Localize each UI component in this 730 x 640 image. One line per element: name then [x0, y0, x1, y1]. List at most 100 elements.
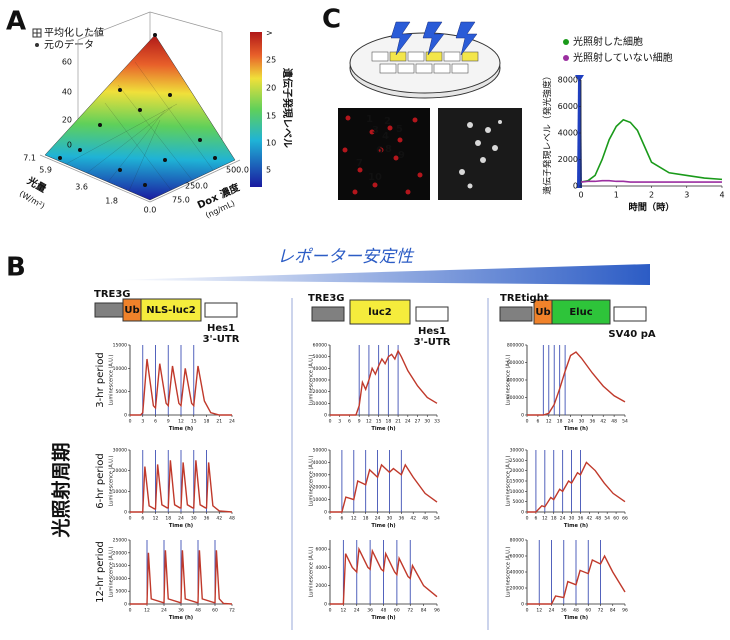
- x-tick-label: 6: [141, 516, 144, 522]
- y-tick-label: 0: [521, 510, 524, 516]
- y-tick-label: 15000: [510, 479, 524, 485]
- x-tick-label: 30: [579, 419, 585, 425]
- x-tick-label: 0: [329, 516, 332, 522]
- data-line: [330, 349, 438, 416]
- light-bolt: [390, 21, 478, 56]
- panel-letter: A: [6, 7, 26, 37]
- cell-label: 1: [366, 114, 373, 125]
- y-tick-label: 8000: [558, 76, 578, 85]
- x-tick-label: 12: [536, 608, 542, 614]
- section-title: レポーター安定性: [277, 247, 415, 267]
- gene-box: [349, 299, 411, 325]
- y-tick-label: 4000: [316, 565, 328, 571]
- cell-dots: [342, 115, 423, 195]
- data-line: [130, 358, 232, 416]
- y-axis-title: 遺伝子発現レベル（発光強度）: [541, 71, 553, 194]
- x-tick-label: 12: [366, 419, 372, 425]
- gene-box: [140, 298, 202, 322]
- x-tick-label: 12: [546, 419, 552, 425]
- legend-text: 光照射していない細胞: [573, 51, 673, 64]
- y-axis-title: Luminescence (A.U.): [506, 355, 512, 406]
- cell-label: 7: [356, 158, 363, 169]
- z-tick: 0: [67, 141, 72, 150]
- x-tick-label: 30: [387, 516, 393, 522]
- x-tick-label: 36: [178, 608, 184, 614]
- x-tick-label: 9: [358, 419, 361, 425]
- x-tick-label: 9: [167, 419, 170, 425]
- cell-label: 6: [376, 145, 383, 156]
- x-tick-label: 3: [684, 191, 689, 200]
- cell-label: 3: [372, 125, 379, 136]
- x-axis-title: Time (h): [371, 615, 395, 621]
- gene-box: [551, 299, 611, 325]
- y-axis-title: Luminescence (A.U.): [506, 456, 512, 507]
- x-tick-label: 60: [212, 608, 218, 614]
- x-tick-label: 6: [348, 419, 351, 425]
- x-tick-label: 15: [191, 419, 197, 425]
- row-label: 12-hr period: [95, 541, 106, 603]
- x-tick-label: 18: [204, 419, 210, 425]
- x-tick-label: 54: [622, 419, 628, 425]
- y-tick-label: 20000: [113, 468, 127, 474]
- x-axis-title: Time (h): [169, 426, 193, 432]
- z-tick: 60: [62, 58, 72, 67]
- x-tick-label: 12: [178, 419, 184, 425]
- y-tick-label: 4000: [558, 129, 578, 138]
- x-tick-label: 48: [229, 516, 235, 522]
- light-tick: 1.8: [105, 197, 118, 206]
- y-tick-label: 0: [521, 602, 524, 608]
- y-tick-label: 40000: [313, 460, 327, 466]
- x-tick-label: 6: [340, 516, 343, 522]
- x-tick-label: 12: [542, 516, 548, 522]
- y-tick-label: 50000: [313, 354, 327, 360]
- x-tick-label: 4: [719, 191, 724, 200]
- x-tick-label: 24: [354, 608, 360, 614]
- data-line: [527, 351, 626, 416]
- cell-label: 8: [385, 144, 392, 155]
- x-tick-label: 12: [144, 608, 150, 614]
- x-tick-label: 84: [421, 608, 427, 614]
- x-tick-label: 42: [216, 516, 222, 522]
- data-line: [330, 463, 438, 513]
- cell-label: 10: [368, 172, 382, 183]
- x-axis-title: Time (h): [169, 615, 193, 621]
- construct-text: Hes1: [418, 326, 446, 337]
- x-tick-label: 18: [557, 419, 563, 425]
- y-tick-label: 200000: [507, 395, 524, 401]
- x-tick-label: 48: [381, 608, 387, 614]
- micro-image: [438, 108, 522, 200]
- x-tick-label: 3: [338, 419, 341, 425]
- construct-text: TRE3G: [94, 289, 131, 300]
- light-tick: 7.1: [23, 154, 36, 163]
- y-tick-label: 10000: [510, 489, 524, 495]
- x-tick-label: 36: [398, 516, 404, 522]
- light-tick: 3.6: [75, 183, 88, 192]
- data-line: [580, 118, 723, 183]
- x-tick-label: 66: [622, 516, 628, 522]
- x-tick-label: 6: [536, 419, 539, 425]
- y-tick-label: 0: [124, 602, 127, 608]
- x-tick-label: 36: [204, 516, 210, 522]
- y-tick-label: 5000: [116, 589, 128, 595]
- x-tick-label: 48: [195, 608, 201, 614]
- x-tick-label: 21: [395, 419, 401, 425]
- x-tick-label: 0: [578, 191, 583, 200]
- data-line: [130, 550, 233, 605]
- promoter-box: [94, 302, 124, 318]
- panel-letter: B: [6, 253, 26, 283]
- y-tick-label: 10000: [113, 489, 127, 495]
- x-axis-title: Time (h): [564, 426, 588, 432]
- dox-tick: 250.0: [185, 182, 208, 191]
- y-axis-title: Luminescence (A.U.): [109, 355, 115, 406]
- legend-marker: [563, 39, 569, 45]
- y-tick-label: 20000: [510, 586, 524, 592]
- y-tick-label: 5000: [513, 499, 525, 505]
- x-tick-label: 0: [526, 608, 529, 614]
- dish: [349, 32, 501, 94]
- x-tick-label: 48: [422, 516, 428, 522]
- dox-tick: 0.0: [144, 206, 157, 215]
- promoter-box: [499, 306, 533, 322]
- x-tick-label: 24: [405, 419, 411, 425]
